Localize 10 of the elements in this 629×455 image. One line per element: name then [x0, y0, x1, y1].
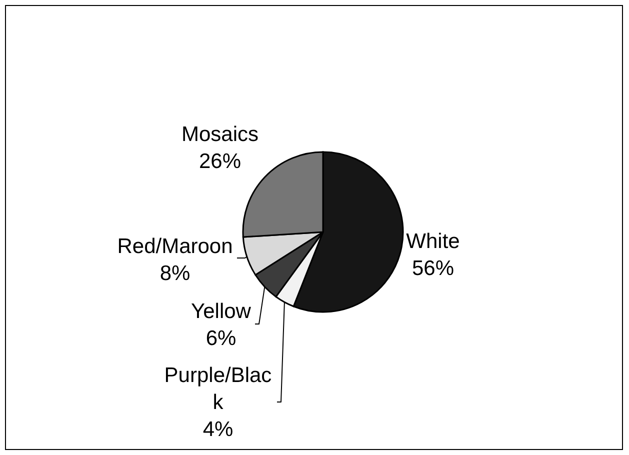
slice-label: White	[406, 230, 460, 253]
slice-label: Red/Maroon	[117, 235, 233, 258]
data-label: 8%	[160, 262, 190, 285]
data-label: 26%	[198, 150, 242, 173]
data-label: 56%	[412, 257, 454, 280]
data-label: 4%	[202, 418, 234, 441]
data-label: 6%	[206, 327, 236, 350]
slice-label: Purple/Black	[164, 364, 272, 414]
slice-label: Yellow	[191, 300, 252, 323]
slice-label: Mosaics	[181, 123, 259, 146]
